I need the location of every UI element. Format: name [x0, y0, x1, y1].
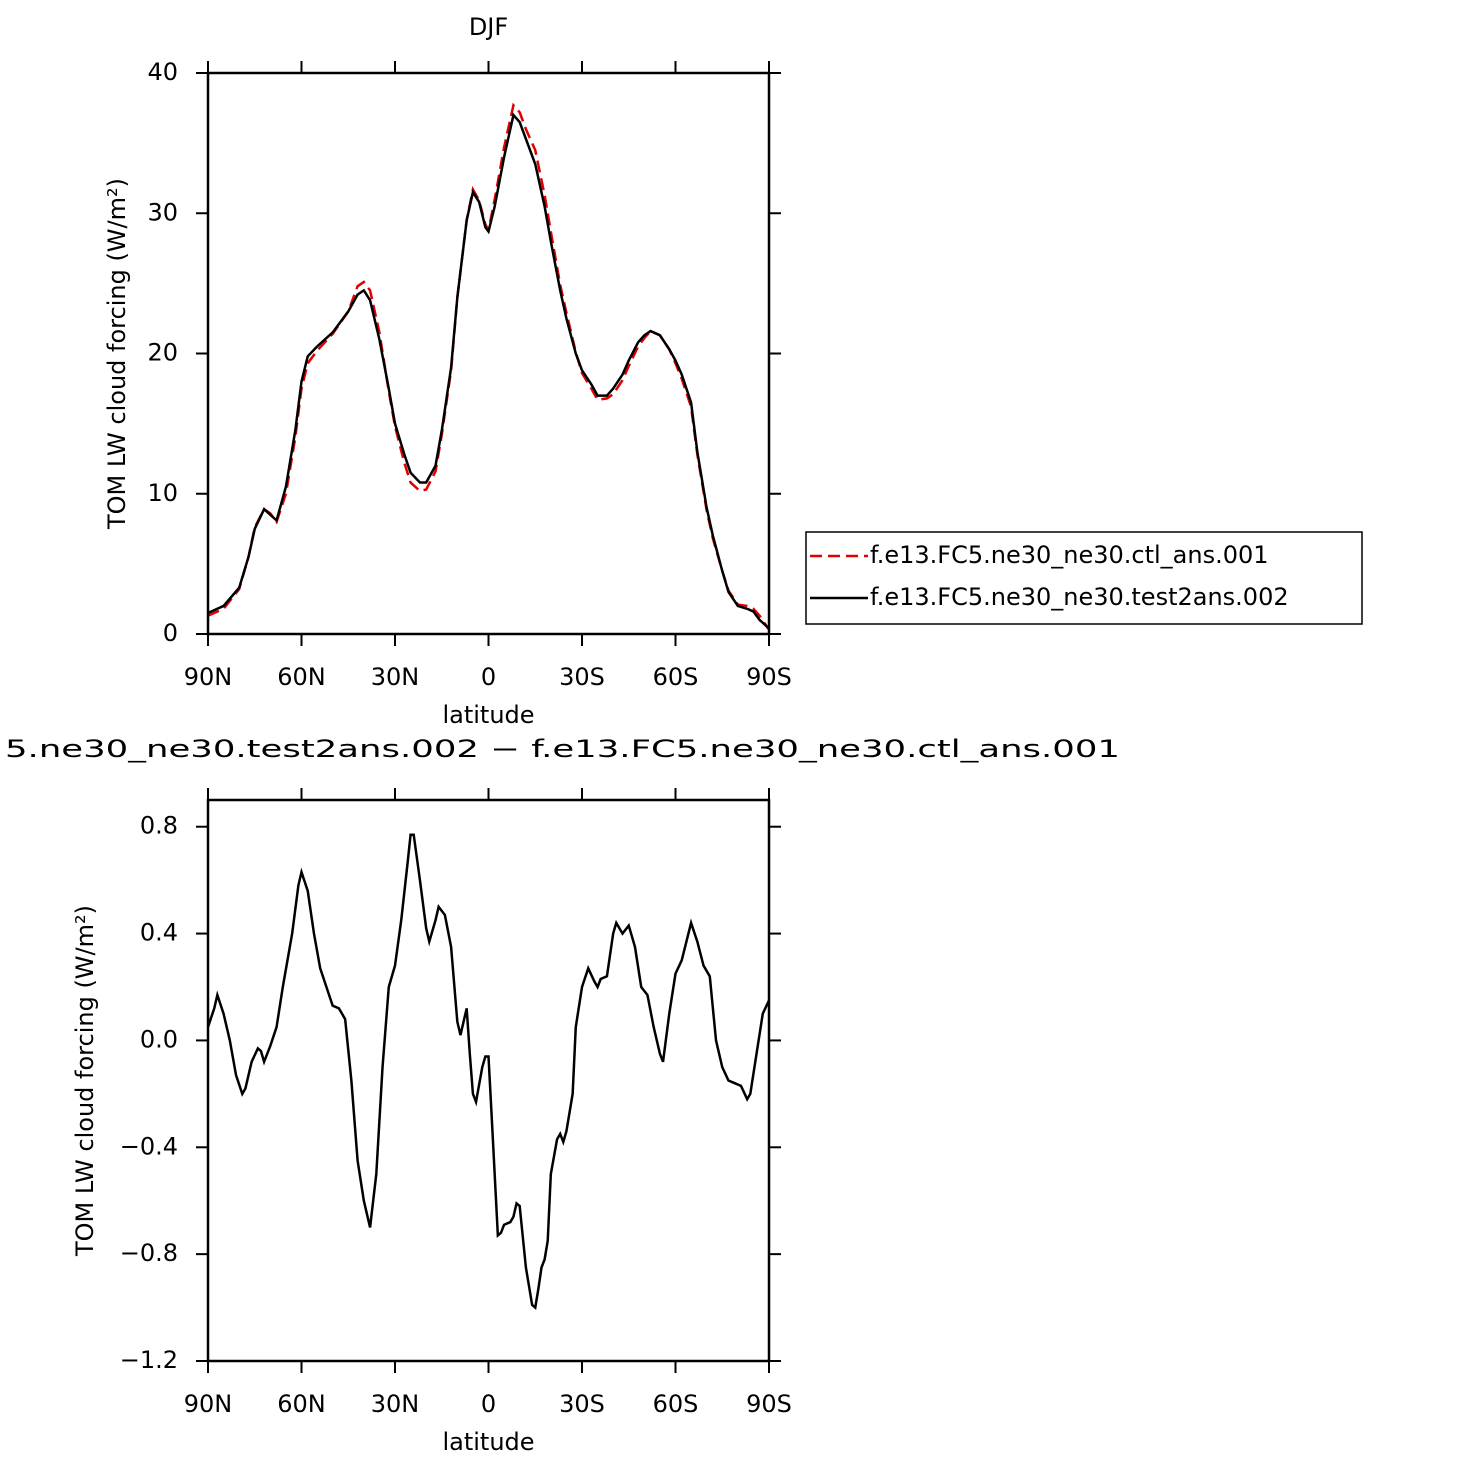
- data-line: [206, 833, 771, 1310]
- x-tick-label: 30N: [371, 663, 420, 691]
- x-tick-label: 30S: [559, 663, 605, 691]
- y-tick-label: 40: [147, 58, 178, 86]
- chart-title: DJF: [469, 13, 508, 41]
- x-tick-label: 30S: [559, 1390, 605, 1418]
- plot-frame: [206, 798, 771, 1363]
- y-tick-label: 20: [147, 339, 178, 367]
- legend-label: f.e13.FC5.ne30_ne30.ctl_ans.001: [870, 541, 1269, 569]
- chart-title: 5.ne30_ne30.test2ans.002 − f.e13.FC5.ne3…: [5, 735, 1120, 763]
- y-tick-label: 30: [147, 198, 178, 226]
- y-axis-label: TOM LW cloud forcing (W/m²): [103, 178, 131, 530]
- x-tick-label: 30N: [371, 1390, 420, 1418]
- y-tick-label: 10: [147, 479, 178, 507]
- x-tick-label: 60S: [653, 663, 699, 691]
- x-axis-label: latitude: [442, 701, 534, 729]
- y-tick-label: −1.2: [120, 1346, 178, 1374]
- data-line: [207, 112, 770, 630]
- x-tick-label: 60N: [277, 1390, 326, 1418]
- legend-label: f.e13.FC5.ne30_ne30.test2ans.002: [870, 583, 1289, 611]
- x-tick-label: 60S: [653, 1390, 699, 1418]
- x-axis-label: latitude: [442, 1428, 534, 1456]
- legend-box: [805, 531, 1363, 625]
- x-tick-label: 90N: [184, 1390, 233, 1418]
- y-tick-label: −0.8: [120, 1239, 178, 1267]
- x-tick-label: 0: [481, 1390, 496, 1418]
- y-tick-label: 0: [163, 619, 178, 647]
- y-tick-label: 0.0: [140, 1025, 178, 1053]
- y-tick-label: −0.4: [120, 1132, 178, 1160]
- y-axis-label: TOM LW cloud forcing (W/m²): [71, 905, 99, 1257]
- x-tick-label: 0: [481, 663, 496, 691]
- x-tick-label: 60N: [277, 663, 326, 691]
- legend: f.e13.FC5.ne30_ne30.ctl_ans.001 f.e13.FC5…: [805, 531, 1363, 625]
- x-tick-label: 90N: [184, 663, 233, 691]
- x-tick-label: 90S: [746, 1390, 792, 1418]
- y-tick-label: 0.8: [140, 812, 178, 840]
- data-line: [207, 102, 771, 631]
- plot-frame: [206, 71, 771, 636]
- y-tick-label: 0.4: [140, 919, 178, 947]
- x-tick-label: 90S: [746, 663, 792, 691]
